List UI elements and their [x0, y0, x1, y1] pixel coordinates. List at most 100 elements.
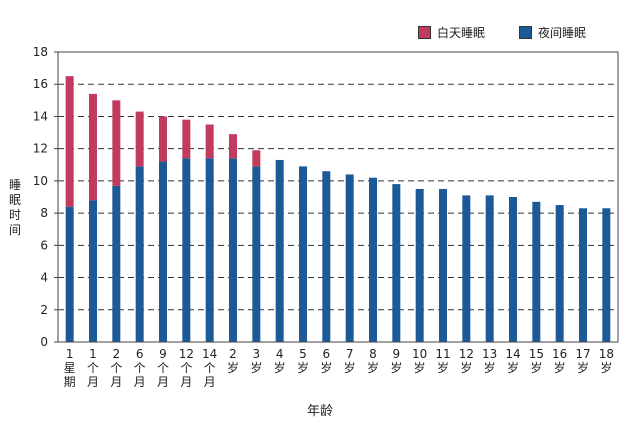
x-tick-label: 岁: [437, 360, 449, 375]
x-tick-label: 2: [229, 347, 237, 361]
x-tick-label: 岁: [227, 360, 239, 375]
bar-day: [135, 111, 144, 167]
x-tick-label: 18: [599, 347, 614, 361]
bar-day: [205, 124, 214, 159]
bar-night: [229, 158, 237, 342]
y-tick-label: 14: [33, 109, 48, 123]
x-tick-label: 9: [393, 347, 401, 361]
x-tick-label: 16: [552, 347, 567, 361]
x-tick-label: 1: [66, 347, 74, 361]
x-tick-label: 岁: [460, 360, 472, 375]
x-tick-label: 个: [204, 361, 216, 375]
x-tick-label: 期: [64, 375, 76, 389]
x-tick-label: 岁: [320, 360, 332, 375]
bar-night: [65, 206, 74, 342]
x-tick-label: 岁: [344, 360, 356, 375]
bar-night: [159, 161, 167, 342]
x-tick-label: 14: [505, 347, 520, 361]
bar-night: [322, 171, 331, 342]
x-tick-label: 7: [346, 347, 354, 361]
y-tick-label: 6: [40, 238, 48, 252]
bar-night: [205, 158, 214, 342]
x-tick-label: 岁: [577, 360, 589, 375]
x-tick-label: 岁: [600, 360, 612, 375]
x-tick-label: 1: [89, 347, 97, 361]
grid-lines: [58, 83, 618, 311]
y-tick-label: 0: [40, 335, 48, 349]
x-tick-label: 岁: [367, 360, 379, 375]
bar-night: [135, 166, 144, 342]
x-tick-label: 2: [113, 347, 121, 361]
y-axis-label: 睡眠时间: [8, 178, 21, 237]
x-tick-label: 月: [134, 375, 146, 389]
legend-label-night: 夜间睡眠: [538, 26, 587, 40]
bar-night: [509, 197, 517, 342]
bar-day: [229, 134, 237, 159]
bar-night: [439, 188, 447, 342]
y-tick-label: 12: [33, 142, 48, 156]
x-tick-label: 月: [110, 375, 122, 389]
x-tick-label: 岁: [530, 360, 542, 375]
y-tick-label: 18: [33, 45, 48, 59]
x-tick-label: 个: [180, 361, 192, 375]
legend: 白天睡眠 夜间睡眠: [418, 24, 586, 41]
bar-night: [182, 158, 191, 342]
x-axis-ticks: 1星期1个月2个月6个月9个月12个月14个月2岁3岁4岁5岁6岁7岁8岁9岁1…: [64, 347, 614, 389]
x-tick-label: 12: [179, 347, 194, 361]
y-tick-label: 8: [40, 206, 48, 220]
legend-swatch-day: [418, 26, 431, 39]
x-tick-label: 月: [204, 375, 216, 389]
x-tick-label: 14: [202, 347, 217, 361]
x-tick-label: 星: [64, 361, 76, 375]
bar-night: [579, 208, 587, 342]
x-tick-label: 6: [323, 347, 331, 361]
bar-night: [462, 195, 471, 342]
legend-item-night: 夜间睡眠: [519, 24, 586, 41]
x-tick-label: 9: [159, 347, 167, 361]
bar-night: [299, 166, 307, 342]
x-tick-label: 17: [575, 347, 590, 361]
x-tick-label: 个: [110, 361, 122, 375]
x-tick-label: 6: [136, 347, 144, 361]
x-tick-label: 12: [459, 347, 474, 361]
x-tick-label: 13: [482, 347, 497, 361]
legend-label-day: 白天睡眠: [437, 26, 486, 40]
x-tick-label: 岁: [554, 360, 566, 375]
x-tick-label: 岁: [390, 360, 402, 375]
x-tick-label: 岁: [507, 360, 519, 375]
bar-night: [555, 205, 564, 342]
bar-night: [89, 200, 97, 342]
x-tick-label: 5: [299, 347, 307, 361]
x-tick-label: 岁: [414, 360, 426, 375]
x-axis-label: 年龄: [306, 404, 333, 419]
x-tick-label: 岁: [274, 360, 286, 375]
x-tick-label: 岁: [297, 360, 309, 375]
bar-night: [369, 177, 377, 342]
bar-day: [65, 76, 74, 207]
bar-night: [275, 159, 284, 342]
bar-night: [252, 166, 261, 342]
bar-night: [602, 208, 611, 342]
y-tick-label: 2: [40, 303, 48, 317]
bar-day: [252, 150, 261, 167]
x-tick-label: 个: [134, 361, 146, 375]
x-tick-label: 3: [253, 347, 261, 361]
bar-night: [392, 184, 401, 342]
bar-day: [159, 116, 167, 162]
y-axis-ticks: 0 2 4 6 8 10 12 14 16 18: [33, 45, 58, 349]
bars: [65, 76, 611, 342]
x-tick-label: 月: [87, 375, 99, 389]
x-tick-label: 个: [157, 361, 169, 375]
plot-frame: [57, 51, 619, 343]
x-tick-label: 个: [87, 361, 99, 375]
x-tick-label: 15: [529, 347, 544, 361]
bar-night: [112, 185, 121, 342]
legend-swatch-night: [519, 26, 533, 39]
bar-day: [112, 100, 121, 186]
x-tick-label: 岁: [484, 360, 496, 375]
x-tick-label: 月: [157, 375, 169, 389]
x-tick-label: 8: [369, 347, 377, 361]
y-tick-label: 4: [40, 271, 48, 285]
bar-night: [485, 195, 494, 342]
